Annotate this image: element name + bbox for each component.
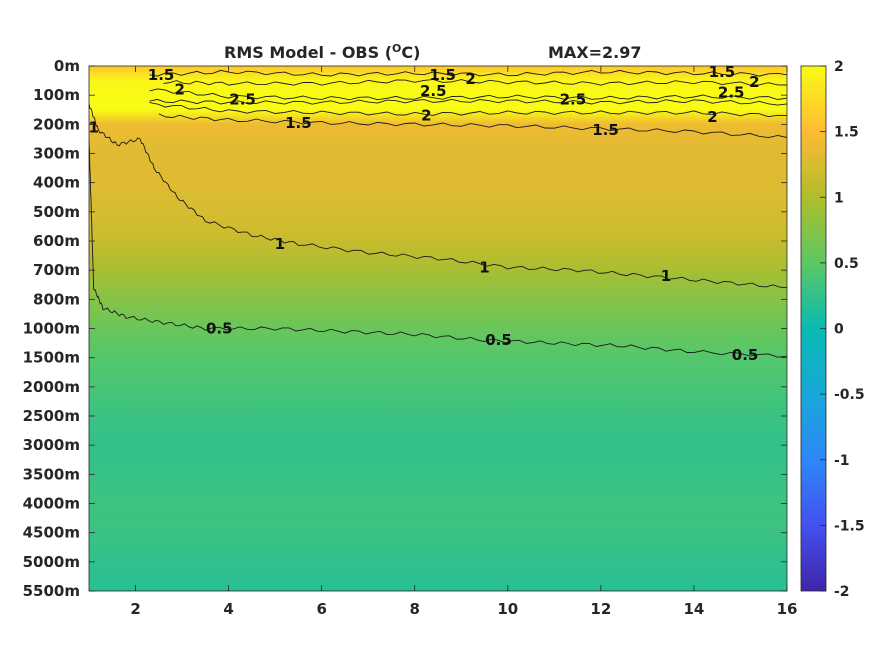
y-tick-label: 4000m bbox=[23, 495, 80, 513]
x-tick-label: 2 bbox=[130, 600, 140, 618]
y-tick-label: 0m bbox=[54, 57, 80, 75]
y-tick-label: 4500m bbox=[23, 524, 80, 542]
contour-label: 2.5 bbox=[560, 91, 587, 109]
x-tick-label: 4 bbox=[223, 600, 233, 618]
x-axis: 2 4 6 8 10 12 14 16 bbox=[130, 66, 797, 618]
x-tick-label: 16 bbox=[777, 600, 798, 618]
contour-label: 1 bbox=[479, 258, 489, 276]
contour-label: 2 bbox=[749, 73, 759, 91]
colorbar-tick-label: 0.5 bbox=[834, 256, 859, 272]
colorbar-tick-label: -1 bbox=[834, 453, 850, 469]
contour-label: 0.5 bbox=[206, 320, 233, 338]
contour-label: 1 bbox=[275, 235, 285, 253]
x-tick-label: 10 bbox=[497, 600, 518, 618]
contour-label: 2 bbox=[707, 108, 717, 126]
colorbar-tick-label: -1.5 bbox=[834, 518, 865, 534]
colorbar-tick-label: 0 bbox=[834, 322, 844, 338]
y-tick-label: 200m bbox=[33, 115, 80, 133]
y-tick-label: 2500m bbox=[23, 407, 80, 425]
contour-line bbox=[149, 98, 787, 106]
contour-label: 1.5 bbox=[592, 121, 619, 139]
y-tick-label: 600m bbox=[33, 232, 80, 250]
contour-label: 2 bbox=[465, 70, 475, 88]
contour-label: 1.5 bbox=[285, 114, 312, 132]
y-tick-label: 700m bbox=[33, 261, 80, 279]
contour-label: 1.5 bbox=[429, 66, 456, 84]
contour-line bbox=[163, 78, 787, 86]
y-tick-label: 5000m bbox=[23, 553, 80, 571]
title-text: RMS Model - OBS (OC) bbox=[224, 42, 420, 62]
y-tick-label: 1500m bbox=[23, 349, 80, 367]
y-tick-label: 1000m bbox=[23, 320, 80, 338]
heatmap-field bbox=[89, 66, 787, 591]
x-tick-label: 14 bbox=[683, 600, 704, 618]
contour-line bbox=[89, 103, 787, 289]
contour-line bbox=[89, 140, 787, 358]
y-axis: 0m 100m 200m 300m 400m 500m 600m 700m 800m 1000m 1… bbox=[23, 57, 787, 600]
y-tick-label: 5500m bbox=[23, 582, 80, 600]
colorbar-ticks: 2 1.5 1 0.5 0 -0.5 -1 -1.5 -2 bbox=[820, 59, 865, 600]
contour-label: 1 bbox=[88, 118, 98, 136]
contour-label: 2.5 bbox=[420, 82, 447, 100]
colorbar-tick-label: -0.5 bbox=[834, 387, 865, 403]
contour-label: 1.5 bbox=[148, 66, 175, 84]
contour-label: 2.5 bbox=[229, 91, 256, 109]
contour-label: 1.5 bbox=[709, 63, 736, 81]
colorbar-tick-label: 2 bbox=[834, 59, 844, 75]
colorbar: 2 1.5 1 0.5 0 -0.5 -1 -1.5 -2 bbox=[800, 59, 865, 600]
contour-label: 2 bbox=[174, 80, 184, 98]
y-tick-label: 400m bbox=[33, 174, 80, 192]
colorbar-tick-label: 1.5 bbox=[834, 125, 859, 141]
colorbar-tick-label: -2 bbox=[834, 584, 850, 600]
contour-lines bbox=[89, 69, 787, 358]
contour-line bbox=[149, 69, 787, 77]
colorbar-tick-label: 1 bbox=[834, 190, 844, 206]
y-tick-label: 800m bbox=[33, 290, 80, 308]
x-tick-label: 8 bbox=[410, 600, 420, 618]
y-tick-label: 100m bbox=[33, 86, 80, 104]
x-tick-label: 6 bbox=[316, 600, 326, 618]
contour-label: 1 bbox=[661, 267, 671, 285]
chart-title: RMS Model - OBS (OC) MAX=2.97 bbox=[224, 42, 642, 62]
contour-label: 2 bbox=[421, 107, 431, 125]
y-tick-label: 3000m bbox=[23, 436, 80, 454]
contour-label: 2.5 bbox=[718, 83, 745, 101]
y-tick-label: 500m bbox=[33, 203, 80, 221]
contour-label: 0.5 bbox=[485, 331, 512, 349]
contour-line bbox=[149, 102, 787, 118]
x-tick-label: 12 bbox=[590, 600, 611, 618]
contour-line bbox=[158, 113, 787, 139]
y-tick-label: 2000m bbox=[23, 378, 80, 396]
y-tick-label: 3500m bbox=[23, 465, 80, 483]
max-label: MAX=2.97 bbox=[548, 43, 642, 62]
y-tick-label: 300m bbox=[33, 145, 80, 163]
contour-label: 0.5 bbox=[732, 346, 759, 364]
contour-line bbox=[149, 88, 787, 101]
